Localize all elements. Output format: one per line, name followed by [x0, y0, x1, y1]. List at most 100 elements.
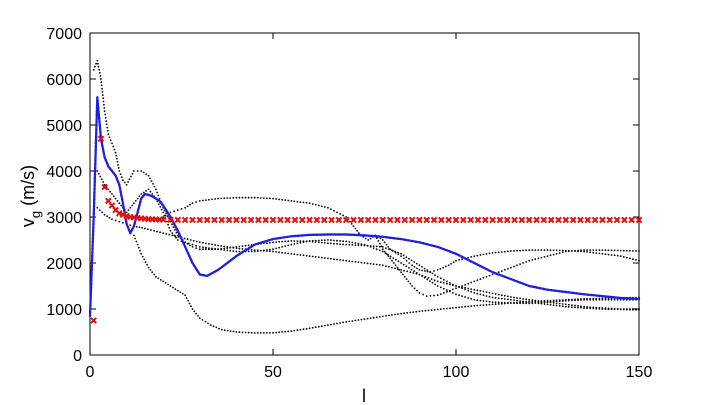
- data-point: [96, 103, 100, 106]
- data-point: [584, 216, 592, 224]
- data-point: [163, 207, 167, 210]
- data-point: [137, 207, 140, 211]
- data-point: [159, 206, 162, 208]
- data-point: [320, 205, 323, 208]
- data-point: [112, 172, 116, 175]
- data-point: [628, 216, 635, 224]
- data-point: [157, 203, 160, 206]
- data-point: [377, 235, 381, 238]
- data-point: [142, 171, 145, 174]
- series-7-red-crosses: [90, 135, 643, 324]
- series-0-black-dots: [92, 59, 640, 311]
- data-point: [319, 233, 322, 236]
- data-point: [158, 199, 161, 203]
- data-point: [619, 308, 622, 310]
- data-point: [269, 241, 271, 244]
- data-point: [550, 288, 553, 292]
- data-point: [418, 241, 421, 244]
- data-point: [452, 261, 455, 264]
- data-point: [450, 262, 452, 265]
- data-point: [141, 195, 145, 198]
- data-point: [479, 299, 482, 302]
- data-point: [153, 273, 156, 276]
- data-point: [479, 290, 482, 292]
- data-point: [610, 249, 613, 252]
- data-point: [153, 229, 156, 232]
- data-point: [381, 248, 384, 251]
- data-point: [442, 287, 445, 290]
- data-point: [140, 197, 143, 200]
- data-point: [436, 280, 439, 283]
- data-point: [230, 258, 233, 262]
- data-point: [339, 259, 341, 261]
- data-point: [381, 239, 384, 241]
- data-point: [117, 167, 120, 169]
- data-point: [385, 243, 388, 246]
- data-point: [397, 260, 400, 263]
- data-point: [238, 253, 241, 256]
- data-point: [388, 314, 390, 317]
- data-point: [567, 298, 570, 301]
- data-point: [562, 216, 570, 224]
- data-point: [389, 257, 391, 260]
- data-point: [269, 248, 271, 251]
- data-point: [141, 255, 144, 258]
- data-point: [96, 96, 99, 99]
- data-point: [198, 317, 201, 320]
- data-point: [311, 326, 314, 329]
- data-point: [625, 256, 628, 259]
- data-point: [153, 185, 156, 188]
- data-point: [372, 316, 375, 319]
- data-point: [100, 78, 102, 80]
- data-point: [439, 308, 442, 311]
- data-point: [560, 290, 564, 293]
- data-point: [94, 141, 98, 145]
- data-point: [434, 274, 436, 277]
- data-point: [91, 251, 94, 254]
- data-point: [191, 261, 194, 265]
- data-point: [198, 200, 201, 202]
- data-point: [205, 246, 207, 249]
- data-point: [552, 299, 555, 302]
- data-point: [431, 281, 434, 284]
- data-point: [207, 322, 209, 325]
- data-point: [330, 239, 332, 242]
- data-point: [97, 110, 100, 113]
- data-point: [290, 240, 293, 242]
- data-point: [513, 296, 515, 299]
- data-point: [159, 216, 167, 223]
- data-point: [121, 202, 125, 205]
- data-point: [138, 226, 141, 229]
- data-point: [561, 303, 564, 305]
- data-point: [271, 237, 275, 241]
- data-point: [184, 206, 187, 209]
- data-point: [543, 300, 546, 302]
- data-point: [431, 272, 434, 275]
- data-point: [90, 268, 93, 272]
- data-point: [561, 305, 564, 308]
- data-point: [366, 244, 369, 247]
- data-point: [127, 181, 129, 183]
- data-point: [519, 263, 521, 265]
- data-point: [238, 247, 241, 250]
- data-point: [479, 304, 482, 307]
- data-point: [535, 286, 538, 289]
- data-point: [93, 173, 97, 176]
- data-point: [189, 239, 192, 241]
- data-point: [339, 322, 341, 324]
- series-4-black-dots: [162, 196, 640, 297]
- data-point: [604, 295, 608, 298]
- data-point: [259, 197, 262, 199]
- data-point: [607, 307, 610, 310]
- data-point: [302, 241, 305, 244]
- data-point: [537, 257, 540, 260]
- data-point: [266, 250, 268, 252]
- data-point: [376, 237, 378, 240]
- data-point: [567, 306, 570, 308]
- data-point: [120, 204, 122, 207]
- data-point: [473, 288, 476, 291]
- data-point: [98, 116, 101, 120]
- data-point: [97, 135, 105, 143]
- data-point: [397, 313, 399, 315]
- data-point: [400, 271, 402, 274]
